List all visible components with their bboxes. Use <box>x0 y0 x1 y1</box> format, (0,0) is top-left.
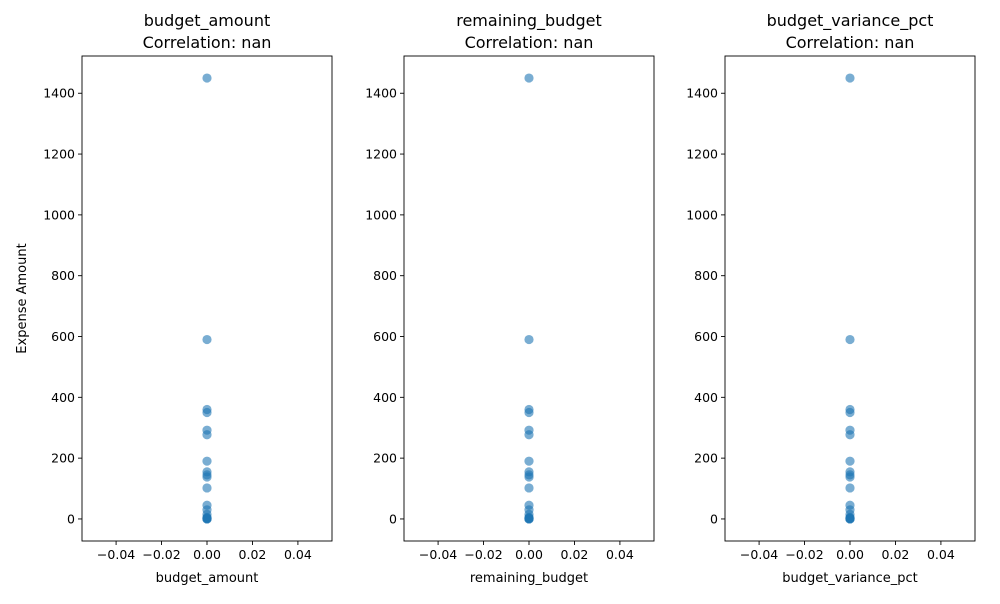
y-tick-label: 1000 <box>43 207 75 222</box>
y-tick-label: 400 <box>51 390 75 405</box>
data-point <box>202 430 212 440</box>
chart-title: remaining_budget <box>456 11 602 31</box>
x-axis-label: budget_variance_pct <box>782 571 918 586</box>
y-tick-label: 1400 <box>43 86 75 101</box>
data-point <box>202 514 212 524</box>
x-tick-label: 0.04 <box>606 547 634 562</box>
y-tick-label: 1400 <box>686 86 718 101</box>
x-tick-label: −0.04 <box>740 547 778 562</box>
y-tick-label: 800 <box>373 268 397 283</box>
data-point <box>202 483 212 493</box>
data-point <box>202 456 212 466</box>
data-point <box>524 472 534 482</box>
data-point <box>845 407 855 418</box>
chart-subtitle: Correlation: nan <box>465 33 594 52</box>
data-point <box>524 483 534 493</box>
x-axis-label: remaining_budget <box>470 571 588 586</box>
y-tick-label: 600 <box>694 329 718 344</box>
y-axis-label: Expense Amount <box>15 243 30 353</box>
y-tick-label: 1000 <box>365 207 397 222</box>
x-tick-label: −0.04 <box>419 547 457 562</box>
x-tick-label: 0.02 <box>239 547 267 562</box>
data-point <box>845 334 855 345</box>
y-tick-label: 800 <box>694 268 718 283</box>
data-point <box>524 514 534 524</box>
data-point <box>524 430 534 440</box>
y-tick-label: 200 <box>373 451 397 466</box>
chart-title: budget_amount <box>144 11 270 31</box>
data-point <box>845 483 855 493</box>
x-tick-label: −0.04 <box>97 547 135 562</box>
x-tick-label: 0.00 <box>836 547 864 562</box>
data-point <box>845 472 855 482</box>
x-tick-label: −0.02 <box>785 547 823 562</box>
x-tick-label: 0.00 <box>515 547 543 562</box>
y-tick-label: 400 <box>694 390 718 405</box>
data-point <box>524 456 534 466</box>
data-point <box>845 514 855 524</box>
chart-title: budget_variance_pct <box>767 11 934 31</box>
data-point <box>202 334 212 345</box>
x-tick-label: 0.02 <box>561 547 589 562</box>
data-point <box>524 73 534 83</box>
chart-subtitle: Correlation: nan <box>786 33 915 52</box>
x-tick-label: 0.04 <box>284 547 312 562</box>
y-tick-label: 1200 <box>686 147 718 162</box>
y-tick-label: 800 <box>51 268 75 283</box>
y-tick-label: 1200 <box>43 147 75 162</box>
y-tick-label: 0 <box>67 511 75 526</box>
y-tick-label: 1200 <box>365 147 397 162</box>
x-axis-label: budget_amount <box>156 571 259 586</box>
x-tick-label: −0.02 <box>142 547 180 562</box>
data-point <box>202 472 212 482</box>
x-tick-label: −0.02 <box>464 547 502 562</box>
data-point <box>524 407 534 418</box>
x-tick-label: 0.00 <box>193 547 221 562</box>
x-tick-label: 0.02 <box>882 547 910 562</box>
chart-subtitle: Correlation: nan <box>143 33 272 52</box>
y-tick-label: 1400 <box>365 86 397 101</box>
data-point <box>202 73 212 83</box>
y-tick-label: 200 <box>694 451 718 466</box>
y-tick-label: 200 <box>51 451 75 466</box>
data-point <box>845 430 855 440</box>
y-tick-label: 0 <box>710 511 718 526</box>
y-tick-label: 400 <box>373 390 397 405</box>
y-tick-label: 600 <box>373 329 397 344</box>
data-point <box>845 73 855 83</box>
y-tick-label: 600 <box>51 329 75 344</box>
data-point <box>845 456 855 466</box>
x-tick-label: 0.04 <box>927 547 955 562</box>
y-tick-label: 1000 <box>686 207 718 222</box>
data-point <box>524 334 534 345</box>
y-tick-label: 0 <box>389 511 397 526</box>
data-point <box>202 407 212 418</box>
